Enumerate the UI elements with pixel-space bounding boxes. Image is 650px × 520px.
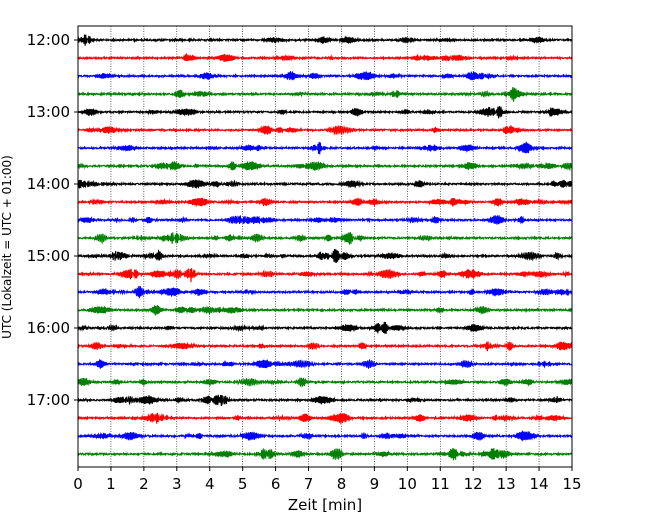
trace-1500 bbox=[77, 248, 573, 263]
trace-1730 bbox=[77, 430, 573, 442]
x-tick-label-2: 2 bbox=[139, 475, 149, 493]
x-tick-label-4: 4 bbox=[205, 475, 215, 493]
y-tick-label-1: 13:00 bbox=[27, 103, 70, 121]
trace-1245 bbox=[77, 87, 573, 102]
x-axis: 0 1 2 3 4 5 6 7 8 9 10 11 12 13 14 15 bbox=[73, 467, 582, 493]
trace-1230 bbox=[77, 71, 573, 81]
trace-1200 bbox=[77, 34, 573, 46]
x-tick-label-12: 12 bbox=[464, 475, 483, 493]
trace-1215 bbox=[77, 53, 573, 62]
x-tick-label-7: 7 bbox=[304, 475, 314, 493]
x-tick-label-8: 8 bbox=[337, 475, 347, 493]
trace-1645 bbox=[77, 377, 573, 388]
y-tick-label-4: 16:00 bbox=[27, 319, 70, 337]
y-axis: 12:00 13:00 14:00 15:00 16:00 17:00 bbox=[27, 31, 78, 409]
x-tick-label-14: 14 bbox=[530, 475, 549, 493]
x-tick-label-1: 1 bbox=[106, 475, 116, 493]
trace-1345 bbox=[77, 160, 573, 172]
trace-1445 bbox=[77, 232, 573, 245]
x-tick-label-11: 11 bbox=[431, 475, 450, 493]
y-tick-label-0: 12:00 bbox=[27, 31, 70, 49]
trace-1630 bbox=[77, 358, 573, 370]
trace-1600 bbox=[77, 321, 573, 334]
trace-1300 bbox=[77, 106, 573, 119]
x-tick-label-0: 0 bbox=[73, 475, 83, 493]
y-tick-label-5: 17:00 bbox=[27, 391, 70, 409]
x-tick-label-9: 9 bbox=[370, 475, 380, 493]
grid-lines bbox=[110, 26, 540, 467]
trace-1700 bbox=[77, 394, 573, 406]
y-axis-label: UTC (Lokalzeit = UTC + 01:00) bbox=[0, 155, 14, 339]
y-tick-label-3: 15:00 bbox=[27, 247, 70, 265]
x-tick-label-5: 5 bbox=[238, 475, 248, 493]
trace-1715 bbox=[77, 412, 573, 425]
x-tick-label-3: 3 bbox=[172, 475, 182, 493]
plot-frame bbox=[77, 25, 573, 468]
trace-1745 bbox=[77, 448, 573, 461]
trace-1530 bbox=[77, 285, 573, 299]
x-tick-label-15: 15 bbox=[562, 475, 581, 493]
y-tick-label-2: 14:00 bbox=[27, 175, 70, 193]
x-tick-label-6: 6 bbox=[271, 475, 281, 493]
x-tick-label-10: 10 bbox=[398, 475, 417, 493]
trace-1430 bbox=[77, 215, 573, 225]
x-axis-label: Zeit [min] bbox=[288, 496, 362, 514]
trace-series bbox=[77, 34, 573, 461]
trace-1545 bbox=[77, 305, 573, 316]
trace-1515 bbox=[77, 268, 573, 283]
trace-1615 bbox=[77, 341, 573, 352]
trace-1400 bbox=[77, 179, 573, 190]
trace-1315 bbox=[77, 125, 573, 136]
trace-1415 bbox=[77, 197, 573, 208]
x-tick-label-13: 13 bbox=[497, 475, 516, 493]
trace-1330 bbox=[77, 141, 573, 155]
